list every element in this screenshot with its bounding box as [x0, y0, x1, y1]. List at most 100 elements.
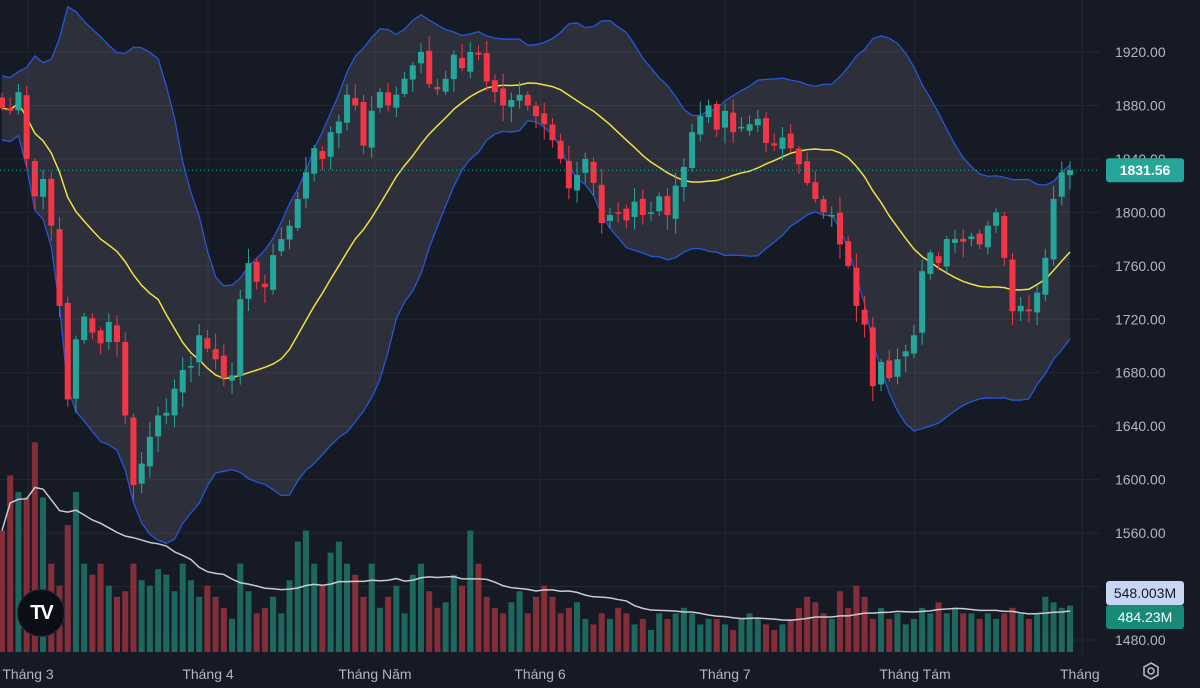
time-tick-label: Tháng 7 — [699, 666, 751, 682]
volume-bar — [352, 574, 359, 652]
volume-bar — [97, 563, 104, 652]
price-tick-label: 1920.00 — [1115, 44, 1166, 60]
candle-body — [557, 140, 564, 159]
volume-bar — [713, 618, 720, 652]
candle-body — [23, 95, 30, 159]
volume-bar — [1042, 596, 1049, 652]
volume-bar — [220, 607, 227, 652]
volume-bar — [500, 613, 507, 652]
volume-tag — [1106, 605, 1184, 629]
volume-bar — [105, 585, 112, 652]
volume-bar — [1034, 613, 1041, 652]
tradingview-logo-icon[interactable]: TV — [17, 589, 65, 637]
volume-bar — [680, 607, 687, 652]
candle-body — [754, 118, 761, 126]
volume-bar — [0, 530, 5, 652]
candle-body — [713, 103, 720, 130]
candle-body — [368, 110, 375, 148]
candle-body — [163, 412, 170, 416]
volume-bar — [754, 618, 761, 652]
candle-body — [278, 239, 285, 252]
candle-body — [639, 198, 646, 216]
candle-body — [270, 255, 277, 290]
volume-bar — [828, 618, 835, 652]
volume-bar — [196, 596, 203, 652]
candle-body — [56, 229, 63, 306]
candle-body — [524, 94, 531, 106]
volume-bar — [508, 602, 515, 652]
candle-body — [344, 94, 351, 123]
candle-body — [319, 150, 326, 159]
price-tick-label: 1880.00 — [1115, 97, 1166, 113]
volume-bar — [919, 607, 926, 652]
price-tick-label: 1800.00 — [1115, 204, 1166, 220]
last-price-tag — [1106, 158, 1184, 183]
candle-body — [721, 110, 728, 128]
candle-body — [360, 102, 367, 146]
volume-bar — [598, 613, 605, 652]
volume-bar — [163, 574, 170, 652]
candle-body — [81, 316, 88, 341]
volume-bar — [426, 591, 433, 652]
price-axis[interactable]: 1920.001880.001840.001800.001760.001720.… — [1115, 44, 1166, 648]
volume-bar — [787, 618, 794, 652]
candle-body — [204, 338, 211, 349]
price-tick-label: 1600.00 — [1115, 472, 1166, 488]
volume-bar — [993, 618, 1000, 652]
volume-bar — [976, 618, 983, 652]
time-axis[interactable]: Tháng 3 Tháng 4 Tháng Năm Tháng 6 Tháng 7 Thá… — [2, 666, 1099, 682]
candle-body — [869, 327, 876, 387]
candle-body — [15, 92, 22, 111]
upper-band — [1, 5, 1071, 287]
volume-bar — [442, 602, 449, 652]
candle-body — [738, 126, 745, 129]
volume-bar — [960, 613, 967, 652]
candle-body — [40, 178, 47, 197]
volume-bar — [278, 613, 285, 652]
volume-bar — [615, 607, 622, 652]
volume-bar — [467, 530, 474, 652]
volume-bar — [294, 541, 301, 652]
candle-body — [253, 261, 260, 282]
gear-icon[interactable] — [1140, 660, 1162, 682]
candle-body — [919, 271, 926, 333]
candle-body — [878, 362, 885, 385]
volume-bar — [738, 618, 745, 652]
candle-body — [302, 172, 309, 199]
candle-body — [245, 263, 252, 299]
volume-bar — [565, 607, 572, 652]
price-tick-label: 1680.00 — [1115, 365, 1166, 381]
candle-body — [582, 158, 589, 173]
volume-bar — [89, 574, 96, 652]
volume-bar — [417, 563, 424, 652]
volume-bar — [319, 585, 326, 652]
candle-body — [434, 86, 441, 90]
candle-body — [261, 283, 268, 288]
volume-bar — [697, 624, 704, 652]
volume-bar — [7, 475, 14, 652]
volume-ma-label: 548.003M — [1114, 585, 1176, 601]
candles — [0, 36, 1073, 500]
volume-bar — [524, 613, 531, 652]
candle-body — [689, 132, 696, 169]
candle-body — [97, 330, 104, 344]
candle-body — [105, 321, 112, 343]
candle-body — [187, 366, 194, 368]
candle-body — [804, 161, 811, 183]
candle-body — [179, 370, 186, 393]
candle-body — [1009, 259, 1016, 312]
volume-bar — [631, 624, 638, 652]
candle-body — [467, 52, 474, 72]
candle-body — [623, 208, 630, 221]
price-tick-label: 1640.00 — [1115, 418, 1166, 434]
candle-body — [491, 80, 498, 93]
candle-body — [335, 121, 342, 134]
candle-body — [237, 299, 244, 377]
volume-bar — [187, 580, 194, 652]
candle-body — [114, 325, 121, 342]
volume-bar — [459, 585, 466, 652]
volume-bar — [820, 613, 827, 652]
volume-label: 484.23M — [1118, 609, 1172, 625]
